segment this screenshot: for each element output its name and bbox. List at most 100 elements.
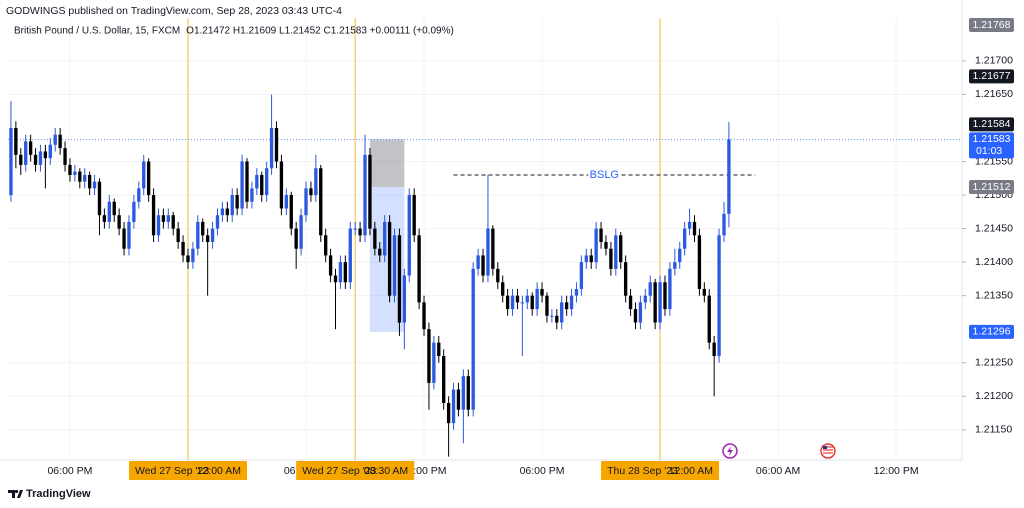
candle-body	[481, 255, 485, 276]
candle-body	[122, 228, 126, 249]
candle-body	[633, 309, 638, 323]
candle-body	[220, 208, 225, 216]
candle-body	[520, 302, 525, 304]
candle-body	[240, 161, 244, 209]
candle-body	[151, 195, 156, 236]
y-tick-label: 1.21400	[975, 256, 1013, 268]
candle-body	[230, 195, 234, 216]
candle-body	[569, 295, 574, 310]
candle-body	[186, 255, 190, 263]
candle-body	[397, 235, 402, 323]
price-tag-label: 1.21768	[973, 19, 1011, 31]
candle-body	[486, 228, 490, 276]
candle-body	[269, 127, 274, 169]
candle-body	[348, 228, 352, 283]
candle-body	[373, 228, 377, 249]
candle-body	[427, 329, 431, 383]
candle-body	[378, 248, 382, 256]
candle-body	[417, 235, 421, 303]
candle-body	[451, 389, 456, 424]
candle-body	[48, 144, 52, 159]
candle-body	[658, 282, 662, 323]
candle-body	[146, 161, 151, 196]
candle-body	[727, 139, 731, 214]
ohlc: O1.21472 H1.21609 L1.21452 C1.21583 +0.0…	[186, 26, 454, 37]
candle-body	[540, 288, 544, 296]
candle-body	[589, 255, 593, 263]
candle-body	[137, 188, 141, 202]
price-tag	[969, 180, 1014, 195]
price-tag	[969, 18, 1014, 32]
candle-body	[594, 228, 598, 263]
candle-body	[9, 127, 13, 196]
candle-body	[496, 268, 500, 283]
candle-body	[107, 201, 111, 222]
candle-body	[245, 161, 249, 202]
candle-body	[442, 356, 446, 403]
candle-body	[215, 215, 220, 229]
candle-body	[294, 228, 298, 249]
candle-body	[284, 195, 289, 209]
candle-body	[83, 174, 87, 182]
candle-body	[555, 315, 559, 323]
price-tag-label: 1.21677	[973, 70, 1011, 82]
candle-body	[476, 255, 480, 269]
candle-body	[437, 342, 441, 357]
candle-body	[324, 235, 328, 256]
price-tag	[969, 117, 1014, 132]
candle-body	[309, 188, 313, 196]
candle-body	[343, 262, 348, 283]
candle-body	[668, 268, 672, 310]
candle-body	[255, 174, 259, 189]
candle-body	[402, 275, 407, 323]
candle-body	[422, 302, 426, 330]
candle-body	[210, 228, 215, 243]
y-tick-label: 1.21150	[975, 424, 1012, 436]
candle-body	[225, 208, 229, 216]
candle-body	[92, 181, 97, 189]
candle-body	[412, 195, 416, 236]
candle-body	[697, 235, 702, 289]
candle-body	[19, 154, 23, 165]
candle-body	[550, 315, 554, 317]
brand-logo	[8, 490, 23, 498]
candle-body	[33, 154, 38, 165]
candle-body	[28, 141, 33, 155]
candle-body	[132, 201, 136, 222]
candle-body	[564, 302, 569, 310]
time-highlight	[128, 461, 247, 480]
candle-body	[87, 174, 92, 189]
candle-body	[127, 221, 131, 249]
candle-body	[43, 151, 48, 159]
candle-body	[707, 295, 711, 343]
candle-body	[619, 235, 623, 263]
candle-body	[471, 268, 475, 410]
candle-body	[383, 221, 387, 256]
candle-body	[623, 262, 628, 296]
candle-body	[446, 402, 451, 424]
candle-body	[722, 213, 726, 236]
publisher: GODWINGS published on TradingView.com, S…	[6, 5, 342, 17]
candle-body	[702, 288, 706, 296]
candle-body	[289, 195, 293, 229]
x-tick-label: 12:00 PM	[874, 465, 919, 477]
candle-body	[604, 242, 608, 249]
candle-body	[692, 221, 697, 236]
candle-body	[78, 171, 82, 182]
price-tag	[969, 69, 1014, 84]
candle-body	[368, 154, 372, 229]
candle-body	[648, 282, 652, 296]
candle-body	[407, 195, 411, 276]
candle-body	[456, 389, 461, 410]
time-highlight-time: 12:00 AM	[669, 465, 713, 477]
candle-body	[461, 376, 466, 410]
time-highlight	[601, 461, 720, 480]
brand-logo-dot	[14, 489, 19, 494]
candle-body	[584, 255, 588, 263]
candle-body	[156, 215, 161, 236]
candle-body	[491, 228, 495, 269]
candle-body	[250, 188, 254, 202]
candle-body	[643, 295, 647, 303]
